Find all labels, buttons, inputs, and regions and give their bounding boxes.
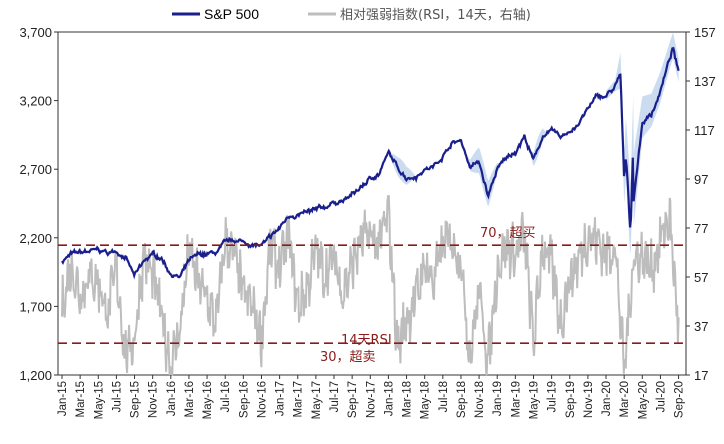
y-right-tick-label: 77 <box>694 221 708 236</box>
sp500-band <box>388 32 679 255</box>
oversold-label: 30，超卖 <box>320 350 376 365</box>
x-tick-label: Sep-17 <box>347 381 359 418</box>
rsi-annotation: 14天RSI <box>341 333 392 348</box>
x-tick-label: Mar-18 <box>402 381 414 417</box>
y-left-tick-label: 2,200 <box>19 231 52 246</box>
x-tick-label: Sep-19 <box>565 381 577 418</box>
x-tick-label: Jan-19 <box>492 381 504 416</box>
x-tick-label: May-16 <box>202 381 214 419</box>
x-tick-label: Sep-18 <box>456 381 468 418</box>
plot-frame <box>57 31 687 376</box>
x-tick-label: Jan-17 <box>275 381 287 416</box>
x-axis: Jan-15 Mar-15 May-15 Jul-15 Sep-15 Nov-15 Jan-… <box>57 375 686 419</box>
x-tick-label: Nov-17 <box>365 381 377 418</box>
y-left-tick-label: 2,700 <box>19 162 52 177</box>
x-tick-label: Nov-16 <box>256 381 268 418</box>
x-tick-label: May-17 <box>311 381 323 419</box>
legend-label-sp500: S&P 500 <box>204 6 259 22</box>
x-tick-label: May-18 <box>420 381 432 419</box>
y-left-tick-label: 3,700 <box>19 25 52 40</box>
x-tick-label: Sep-16 <box>238 381 250 418</box>
x-tick-label: Jan-20 <box>601 381 613 416</box>
x-tick-label: Nov-15 <box>148 381 160 418</box>
x-tick-label: Jul-20 <box>655 381 667 412</box>
x-tick-label: May-15 <box>93 381 105 419</box>
y-left-tick-label: 3,200 <box>19 94 52 109</box>
legend-label-rsi: 相对强弱指数(RSI，14天，右轴) <box>340 8 531 23</box>
y-axis-left: 3,700 3,200 2,700 2,200 1,700 1,200 <box>19 25 58 383</box>
x-tick-label: Jan-18 <box>383 381 395 416</box>
y-right-tick-label: 157 <box>694 25 716 40</box>
x-tick-label: Mar-17 <box>293 381 305 417</box>
x-tick-label: May-19 <box>528 381 540 419</box>
y-right-tick-label: 57 <box>694 270 708 285</box>
x-tick-label: Sep-20 <box>674 381 686 418</box>
x-tick-label: May-20 <box>637 381 649 419</box>
x-tick-label: Jul-18 <box>438 381 450 412</box>
x-tick-label: Sep-15 <box>130 381 142 418</box>
x-tick-label: Nov-18 <box>474 381 486 418</box>
y-right-tick-label: 17 <box>694 368 708 383</box>
y-axis-right: 157 137 117 97 77 57 37 17 <box>686 25 716 383</box>
rsi-series-line <box>61 195 680 376</box>
y-right-tick-label: 117 <box>694 123 715 138</box>
sp500-series-line <box>61 46 680 280</box>
x-tick-label: Mar-20 <box>619 381 631 417</box>
y-right-tick-label: 97 <box>694 172 708 187</box>
x-tick-label: Jul-19 <box>547 381 559 412</box>
y-left-tick-label: 1,700 <box>19 299 52 314</box>
y-left-tick-label: 1,200 <box>19 368 52 383</box>
x-tick-label: Mar-15 <box>75 381 87 417</box>
y-right-tick-label: 37 <box>694 319 708 334</box>
x-tick-label: Jan-15 <box>57 381 69 416</box>
x-tick-label: Jul-16 <box>220 381 232 412</box>
x-tick-label: Mar-16 <box>184 381 196 417</box>
x-tick-label: Jan-16 <box>166 381 178 416</box>
x-tick-label: Jul-17 <box>329 381 341 412</box>
x-tick-label: Jul-15 <box>111 381 123 412</box>
y-right-tick-label: 137 <box>694 74 716 89</box>
x-tick-label: Mar-19 <box>510 381 522 417</box>
overbought-label: 70，超买 <box>480 226 536 241</box>
x-tick-label: Nov-19 <box>583 381 595 418</box>
